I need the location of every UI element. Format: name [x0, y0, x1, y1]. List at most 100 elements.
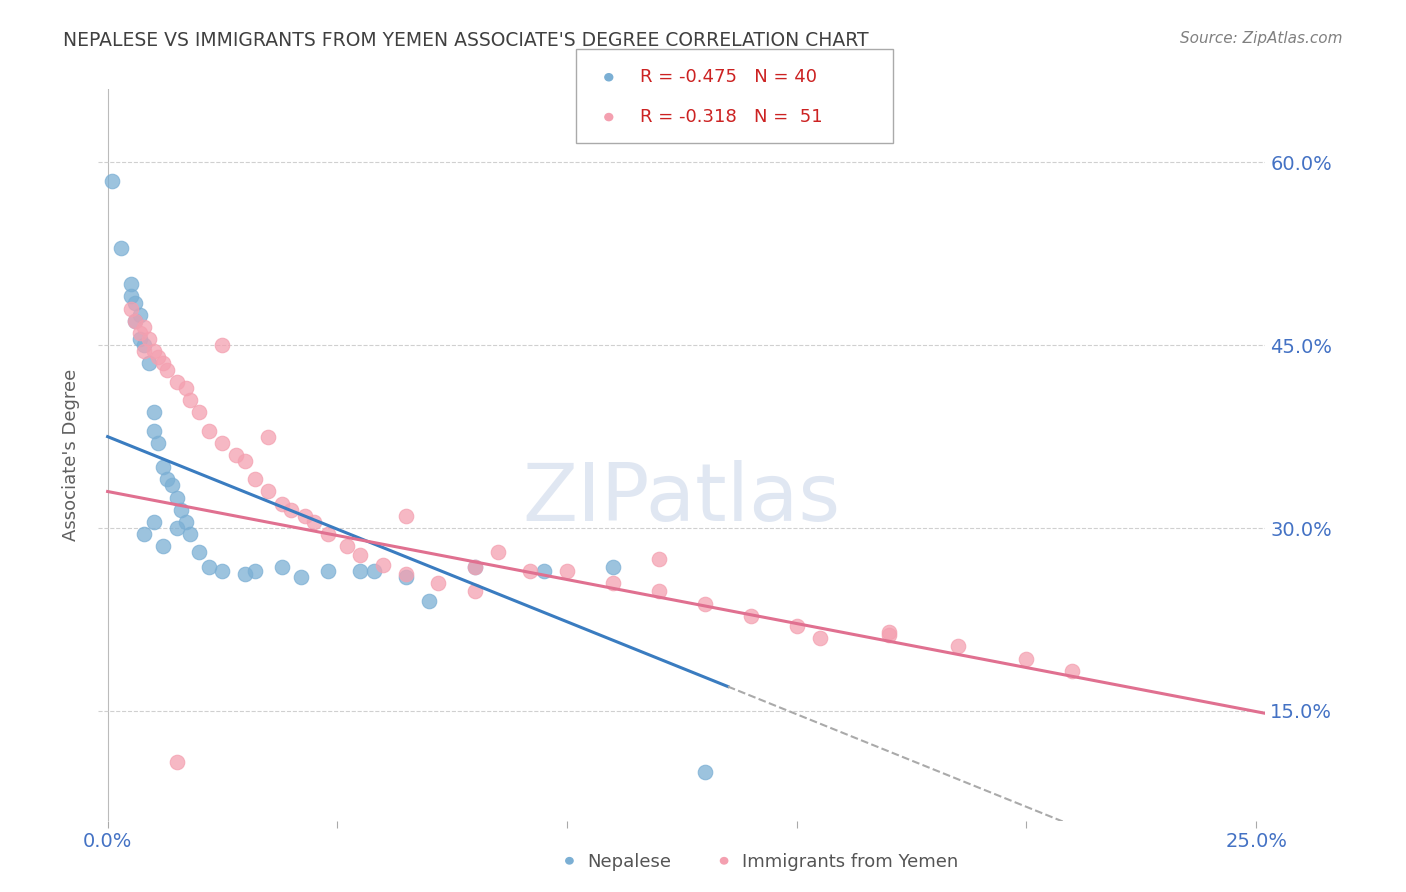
- Point: [290, 570, 312, 584]
- Point: [257, 484, 280, 499]
- Point: [166, 521, 188, 535]
- Point: [271, 497, 294, 511]
- Point: [152, 356, 174, 371]
- Text: Immigrants from Yemen: Immigrants from Yemen: [742, 853, 959, 871]
- Point: [146, 435, 169, 450]
- Point: [142, 344, 165, 359]
- Point: [427, 576, 450, 591]
- Point: [124, 295, 146, 310]
- Point: [877, 624, 900, 639]
- Point: [128, 308, 150, 322]
- Point: [243, 472, 266, 486]
- Point: [349, 548, 371, 562]
- Point: [134, 344, 156, 359]
- Point: [156, 362, 179, 376]
- Point: [142, 424, 165, 438]
- Point: [235, 454, 257, 468]
- Text: Source: ZipAtlas.com: Source: ZipAtlas.com: [1180, 31, 1343, 46]
- Point: [225, 448, 247, 462]
- Point: [946, 640, 969, 654]
- Point: [395, 567, 418, 582]
- Point: [174, 515, 197, 529]
- Text: R = -0.475   N = 40: R = -0.475 N = 40: [640, 69, 817, 87]
- Point: [373, 558, 395, 572]
- Point: [138, 356, 160, 371]
- Point: [188, 545, 211, 559]
- Point: [188, 405, 211, 419]
- Point: [257, 430, 280, 444]
- Point: [142, 515, 165, 529]
- Point: [152, 539, 174, 553]
- Point: [1015, 651, 1038, 665]
- Point: [349, 564, 371, 578]
- Point: [160, 478, 183, 492]
- Point: [170, 503, 193, 517]
- Point: [740, 608, 762, 623]
- Point: [316, 564, 339, 578]
- Point: [243, 564, 266, 578]
- Point: [142, 405, 165, 419]
- Point: [464, 560, 486, 574]
- Point: [602, 560, 624, 574]
- Point: [120, 289, 142, 303]
- Point: [110, 241, 132, 255]
- Point: [211, 338, 233, 352]
- Point: [280, 503, 302, 517]
- Point: [156, 472, 179, 486]
- Point: [648, 551, 671, 566]
- Point: [648, 584, 671, 599]
- Point: [120, 301, 142, 316]
- Point: [304, 515, 326, 529]
- Y-axis label: Associate's Degree: Associate's Degree: [62, 368, 80, 541]
- Point: [519, 564, 541, 578]
- Point: [128, 326, 150, 340]
- Text: 0.0%: 0.0%: [83, 832, 132, 852]
- Point: [166, 375, 188, 389]
- Point: [146, 351, 169, 365]
- Point: [555, 564, 578, 578]
- Point: [197, 560, 219, 574]
- Text: 25.0%: 25.0%: [1225, 832, 1288, 852]
- Point: [294, 508, 316, 523]
- Point: [128, 332, 150, 346]
- Point: [174, 381, 197, 395]
- Point: [134, 338, 156, 352]
- Point: [101, 174, 124, 188]
- Point: [166, 491, 188, 505]
- Point: [235, 567, 257, 582]
- Point: [211, 564, 233, 578]
- Point: [877, 628, 900, 642]
- Text: ZIPatlas: ZIPatlas: [523, 459, 841, 538]
- Point: [124, 314, 146, 328]
- Point: [335, 539, 357, 553]
- Point: [316, 527, 339, 541]
- Text: NEPALESE VS IMMIGRANTS FROM YEMEN ASSOCIATE'S DEGREE CORRELATION CHART: NEPALESE VS IMMIGRANTS FROM YEMEN ASSOCI…: [63, 31, 869, 50]
- Point: [808, 631, 831, 645]
- Point: [211, 435, 233, 450]
- Point: [602, 576, 624, 591]
- Text: Nepalese: Nepalese: [588, 853, 672, 871]
- Point: [124, 314, 146, 328]
- Point: [1062, 664, 1084, 678]
- Point: [464, 560, 486, 574]
- Point: [197, 424, 219, 438]
- Point: [395, 508, 418, 523]
- Point: [179, 393, 201, 408]
- Point: [693, 764, 716, 779]
- Point: [179, 527, 201, 541]
- Point: [166, 755, 188, 769]
- Point: [152, 460, 174, 475]
- Point: [464, 584, 486, 599]
- Point: [363, 564, 385, 578]
- Point: [786, 618, 808, 632]
- Point: [120, 277, 142, 292]
- Point: [395, 570, 418, 584]
- Point: [138, 332, 160, 346]
- Point: [533, 564, 555, 578]
- Text: R = -0.318   N =  51: R = -0.318 N = 51: [640, 108, 823, 126]
- Point: [134, 320, 156, 334]
- Point: [134, 527, 156, 541]
- Point: [271, 560, 294, 574]
- Point: [486, 545, 509, 559]
- Point: [693, 597, 716, 611]
